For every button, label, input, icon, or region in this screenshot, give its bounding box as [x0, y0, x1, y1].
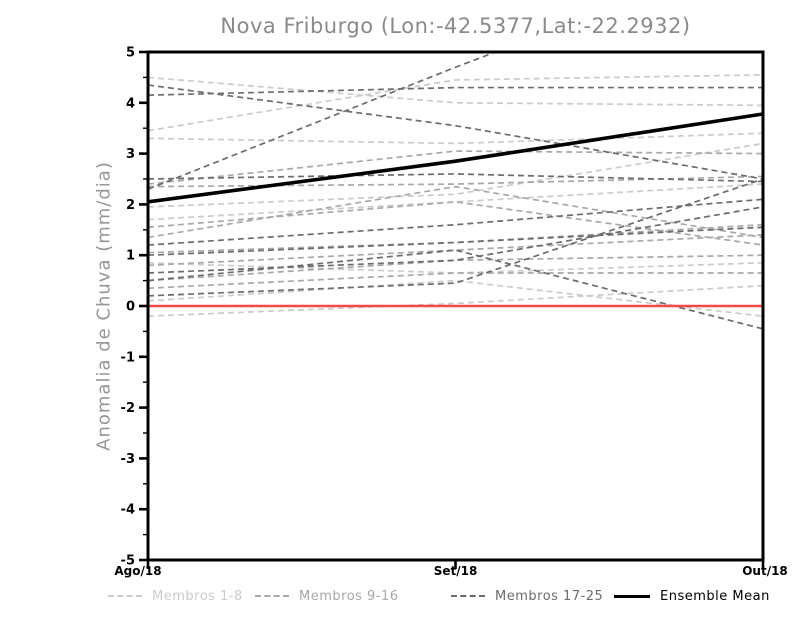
legend-label: Membros 1-8 — [152, 588, 243, 604]
member-line — [148, 132, 763, 145]
legend-item-membros-9-16: Membros 9-16 — [255, 588, 399, 604]
member-line — [148, 272, 763, 290]
y-tick-label: -4 — [121, 503, 135, 518]
legend-item-membros-1-8: Membros 1-8 — [108, 588, 243, 604]
y-tick-label: 0 — [126, 300, 135, 315]
dashed-line-sample-icon — [108, 595, 142, 597]
legend-label: Membros 9-16 — [299, 588, 399, 604]
member-line — [148, 74, 763, 132]
chart-title: Nova Friburgo (Lon:-42.5377,Lat:-22.2932… — [220, 14, 691, 38]
ensemble-mean-line — [148, 112, 763, 204]
member-line — [148, 206, 763, 274]
dashed-line-sample-icon — [255, 595, 289, 597]
member-line — [148, 76, 763, 107]
member-line — [148, 84, 763, 180]
member-line — [148, 279, 763, 318]
solid-line-sample-icon — [614, 594, 650, 598]
legend-item-membros-17-25: Membros 17-25 — [451, 588, 603, 604]
y-tick-label: 5 — [126, 46, 135, 61]
legend-item-ensemble-mean: Ensemble Mean — [614, 588, 770, 604]
legend-label: Membros 17-25 — [495, 588, 604, 604]
legend-label: Ensemble Mean — [660, 588, 770, 604]
y-tick-label: -1 — [121, 350, 135, 365]
member-line — [148, 249, 763, 330]
member-line — [148, 226, 763, 257]
member-line — [148, 261, 763, 274]
y-tick-label: 2 — [126, 198, 135, 213]
member-line — [148, 223, 763, 254]
member-line — [148, 198, 763, 246]
member-line — [148, 284, 763, 318]
y-tick-label: 1 — [126, 249, 135, 264]
series-group — [148, 52, 763, 330]
member-line — [148, 142, 763, 208]
y-tick-label: -5 — [121, 554, 135, 569]
x-tick-label: Ago/18 — [114, 564, 161, 578]
chart-legend: Membros 1-8 Membros 9-16 Membros 17-25 E… — [0, 588, 800, 608]
x-tick-label: Set/18 — [434, 564, 478, 578]
dashed-line-sample-icon — [451, 595, 485, 597]
member-line — [148, 52, 499, 190]
member-line — [148, 178, 763, 297]
axis-frame — [146, 50, 765, 562]
member-line — [148, 183, 763, 221]
member-line — [148, 173, 763, 183]
x-tick-label: Out/18 — [742, 564, 788, 578]
y-tick-label: 3 — [126, 147, 135, 162]
member-line — [148, 86, 763, 97]
member-line — [148, 254, 763, 282]
y-tick-label: -2 — [121, 401, 135, 416]
member-line — [148, 185, 763, 239]
y-tick-label: -3 — [121, 452, 135, 467]
member-line — [148, 150, 763, 185]
member-line — [148, 234, 763, 267]
y-tick-label: 4 — [126, 96, 135, 111]
